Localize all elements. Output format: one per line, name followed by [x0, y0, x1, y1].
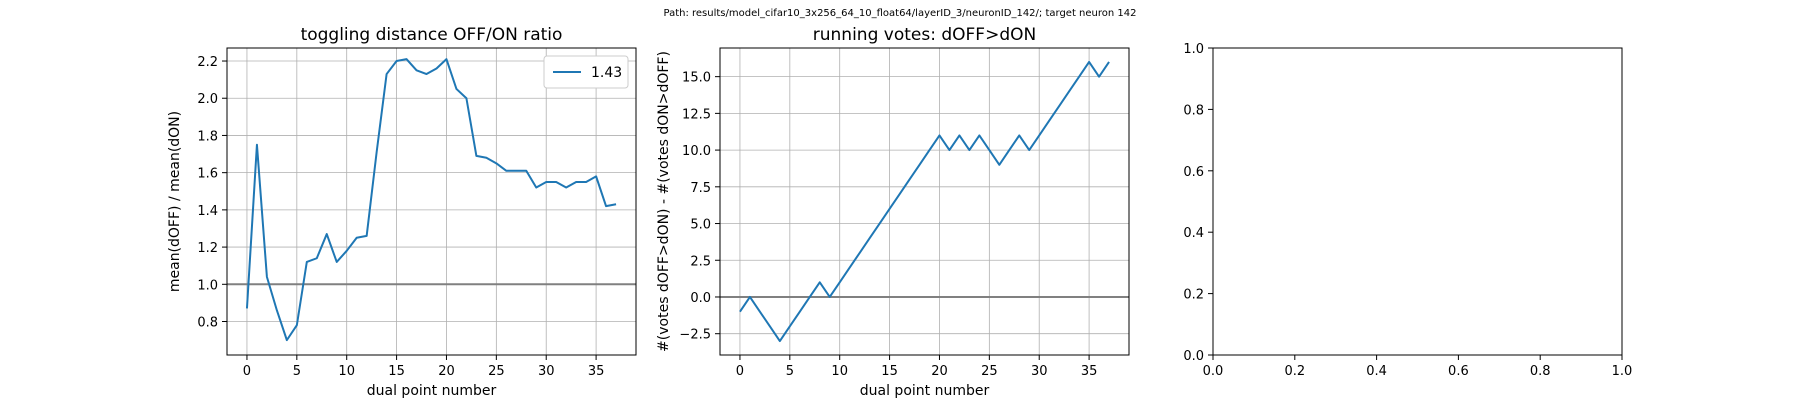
chart-2-ytick-label-5: 10.0 — [682, 144, 711, 159]
chart-3-xtick-label-2: 0.4 — [1366, 364, 1387, 379]
chart-2-xtick-label-6: 30 — [1031, 364, 1048, 379]
chart-2-ylabel: #(votes dOFF>dON) - #(votes dON>dOFF) — [656, 51, 672, 352]
chart-1-xtick-label-7: 35 — [588, 364, 605, 379]
chart-1-xlabel: dual point number — [367, 383, 497, 399]
chart-2-ytick-label-2: 2.5 — [690, 254, 711, 269]
chart-1-ytick-label-2: 1.2 — [197, 241, 218, 256]
chart-3-ytick-label-0: 0.0 — [1183, 349, 1204, 364]
chart-1-ytick-label-7: 2.2 — [197, 55, 218, 70]
chart-3-axes-frame — [1212, 47, 1623, 356]
chart-1: 0 5 10 15 20 25 30 35 0.8 1.0 1.2 1.4 1.6 1.8 2.0 2.2 to… — [167, 25, 637, 399]
chart-1-series-line-1 — [245, 58, 617, 342]
figure-suptitle: Path: results/model_cifar10_3x256_64_10_… — [664, 8, 1137, 19]
chart-2-ytick-label-7: 15.0 — [682, 71, 711, 86]
chart-3-xtick-label-3: 0.6 — [1448, 364, 1469, 379]
chart-2-xtick-label-2: 10 — [831, 364, 848, 379]
chart-2: 0 5 10 15 20 25 30 35 −2.5 0.0 2.5 5.0 7.5 10.0 12.5 15… — [656, 25, 1130, 399]
chart-1-xtick-label-6: 30 — [538, 364, 555, 379]
chart-2-axes-frame — [719, 47, 1130, 356]
chart-3-ytick-label-5: 1.0 — [1183, 42, 1204, 57]
chart-1-xtick-label-0: 0 — [243, 364, 251, 379]
chart-1-legend-box — [543, 55, 629, 89]
chart-1-legend-label: 1.43 — [591, 65, 622, 81]
chart-1-axes-frame — [226, 47, 637, 356]
chart-1-ytick-label-0: 0.8 — [197, 316, 218, 331]
chart-3-xtick-label-0: 0.0 — [1203, 364, 1224, 379]
chart-1-ytick-label-5: 1.8 — [197, 129, 218, 144]
chart-2-xtick-label-0: 0 — [736, 364, 744, 379]
chart-3-ytick-label-1: 0.2 — [1183, 288, 1204, 303]
chart-3: 0.0 0.2 0.4 0.6 0.8 1.0 0.0 0.2 0.4 0.6 0.8 1.0 — [1183, 42, 1632, 379]
subplots: 0 5 10 15 20 25 30 35 0.8 1.0 1.2 1.4 1.6 1.8 2.0 2.2 to… — [167, 25, 1632, 399]
chart-2-series-line-1 — [739, 60, 1110, 343]
chart-3-xtick-label-1: 0.2 — [1284, 364, 1305, 379]
chart-1-xtick-label-2: 10 — [338, 364, 355, 379]
chart-1-ylabel: mean(dOFF) / mean(dON) — [167, 111, 183, 292]
chart-2-xtick-label-1: 5 — [786, 364, 794, 379]
chart-2-xtick-label-7: 35 — [1081, 364, 1098, 379]
chart-2-title: running votes: dOFF>dON — [813, 25, 1036, 45]
chart-2-ytick-label-4: 7.5 — [690, 181, 711, 196]
chart-1-title: toggling distance OFF/ON ratio — [301, 25, 563, 45]
chart-3-ytick-label-4: 0.8 — [1183, 103, 1204, 118]
chart-1-xtick-label-1: 5 — [293, 364, 301, 379]
chart-1-ytick-label-1: 1.0 — [197, 278, 218, 293]
chart-2-ytick-label-3: 5.0 — [690, 218, 711, 233]
chart-2-xtick-label-4: 20 — [931, 364, 948, 379]
chart-1-ytick-label-6: 2.0 — [197, 92, 218, 107]
chart-2-xlabel: dual point number — [860, 383, 990, 399]
chart-1-xtick-label-3: 15 — [388, 364, 405, 379]
chart-2-ytick-label-0: −2.5 — [679, 328, 711, 343]
chart-2-xtick-label-3: 15 — [881, 364, 898, 379]
chart-3-ytick-label-2: 0.4 — [1183, 226, 1204, 241]
chart-3-xtick-label-4: 0.8 — [1530, 364, 1551, 379]
chart-2-xtick-label-5: 25 — [981, 364, 998, 379]
chart-3-xtick-label-5: 1.0 — [1612, 364, 1633, 379]
chart-1-legend: 1.43 — [543, 55, 629, 89]
chart-2-ytick-label-1: 0.0 — [690, 291, 711, 306]
chart-2-ytick-label-6: 12.5 — [682, 107, 711, 122]
chart-1-xtick-label-4: 20 — [438, 364, 455, 379]
chart-1-xtick-label-5: 25 — [488, 364, 505, 379]
chart-3-ytick-label-3: 0.6 — [1183, 165, 1204, 180]
chart-1-ytick-label-4: 1.6 — [197, 167, 218, 182]
chart-1-ytick-label-3: 1.4 — [197, 204, 218, 219]
